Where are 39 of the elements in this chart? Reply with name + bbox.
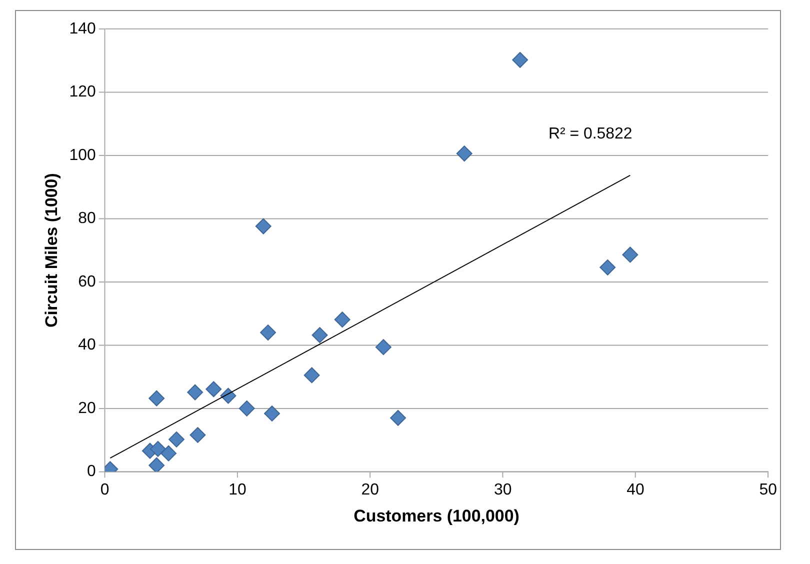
point — [206, 381, 222, 398]
point — [148, 457, 165, 472]
x-tick-label: 30 — [494, 482, 512, 499]
point — [600, 259, 616, 276]
point — [264, 406, 280, 422]
point — [622, 246, 638, 263]
y-tick-label: 120 — [69, 84, 96, 101]
point — [150, 440, 166, 457]
y-axis-title: Circuit Miles (1000) — [42, 173, 61, 328]
point — [190, 427, 206, 443]
x-axis-title: Customers (100,000) — [354, 506, 520, 526]
y-tick-label: 40 — [78, 336, 96, 354]
x-tick-label: 50 — [759, 482, 778, 499]
y-tick-label: 60 — [78, 273, 96, 290]
point — [512, 52, 528, 68]
y-tick-label: 20 — [78, 400, 96, 417]
point — [312, 327, 328, 344]
x-tick-label: 40 — [626, 482, 644, 499]
annotation: R² = 0.5822 — [548, 126, 632, 143]
point — [187, 384, 204, 400]
point — [375, 339, 392, 356]
point — [304, 367, 320, 384]
y-tick-label: 100 — [69, 146, 96, 164]
point — [456, 146, 472, 162]
point — [168, 431, 184, 448]
point — [148, 390, 165, 406]
point — [334, 312, 350, 328]
y-tick-label: 0 — [87, 463, 96, 480]
x-tick-label: 10 — [228, 482, 247, 499]
y-tick-label: 140 — [69, 20, 96, 38]
x-tick-label: 0 — [100, 482, 110, 499]
y-tick-label: 80 — [78, 210, 96, 228]
point — [220, 388, 236, 404]
point — [255, 218, 272, 234]
point — [390, 410, 406, 426]
point — [238, 400, 255, 416]
point — [160, 445, 177, 462]
point — [260, 324, 276, 341]
x-tick-label: 20 — [361, 482, 380, 499]
